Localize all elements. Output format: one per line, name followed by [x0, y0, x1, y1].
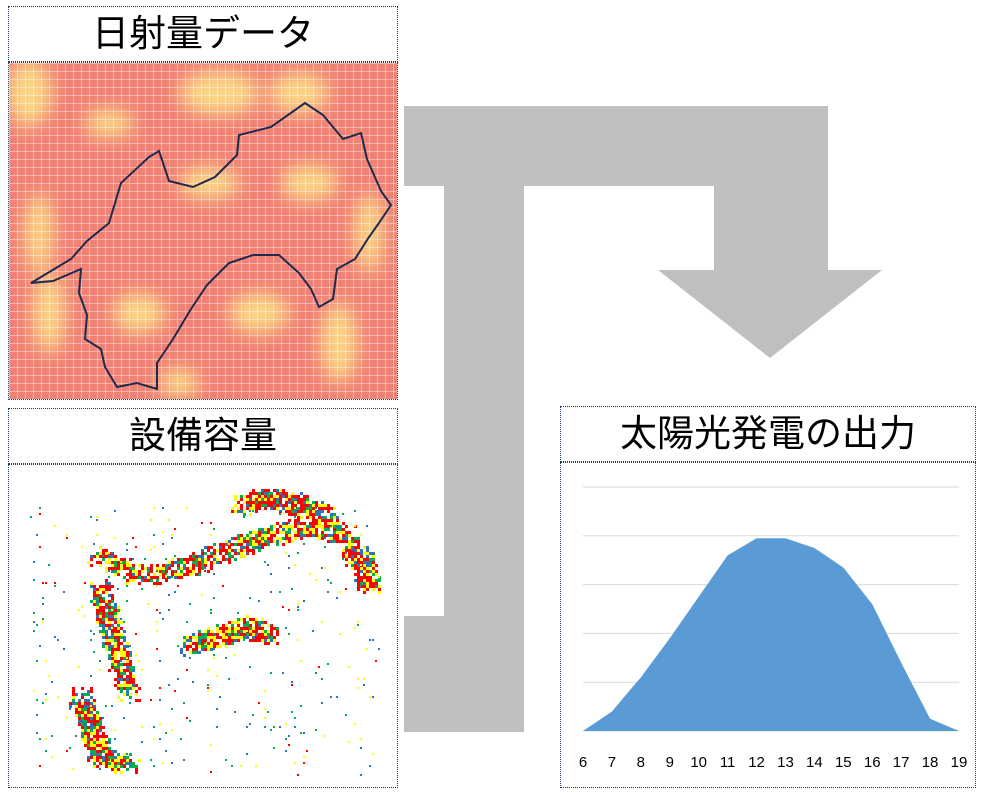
x-tick-label: 10: [690, 754, 707, 771]
capacity-map: [30, 489, 381, 776]
x-tick-label: 13: [777, 754, 794, 771]
radiation-heatmap: [9, 63, 397, 399]
x-tick-label: 14: [806, 754, 823, 771]
output-area: [583, 538, 959, 731]
x-tick-label: 12: [748, 754, 765, 771]
x-tick-label: 16: [864, 754, 881, 771]
radiation-map-panel: [8, 62, 398, 400]
x-tick-label: 19: [951, 754, 968, 771]
region-outline: [30, 101, 393, 391]
connector-arrow: [404, 106, 882, 732]
x-tick-label: 11: [720, 754, 736, 771]
output-area-chart: 6 7 8 9 10 11 12 13 14 15 16 17 18 19: [579, 486, 968, 771]
output-title: 太陽光発電の出力: [560, 406, 976, 462]
capacity-map-panel: [8, 464, 398, 788]
x-tick-label: 18: [922, 754, 939, 771]
x-tick-label: 17: [893, 754, 910, 771]
x-tick-label: 6: [579, 754, 587, 771]
x-tick-label: 7: [608, 754, 616, 771]
output-chart-panel: 6 7 8 9 10 11 12 13 14 15 16 17 18 19: [560, 462, 976, 788]
x-tick-label: 8: [637, 754, 645, 771]
radiation-title: 日射量データ: [8, 6, 398, 62]
x-tick-label: 15: [835, 754, 852, 771]
capacity-title: 設備容量: [8, 408, 398, 464]
x-tick-label: 9: [666, 754, 674, 771]
